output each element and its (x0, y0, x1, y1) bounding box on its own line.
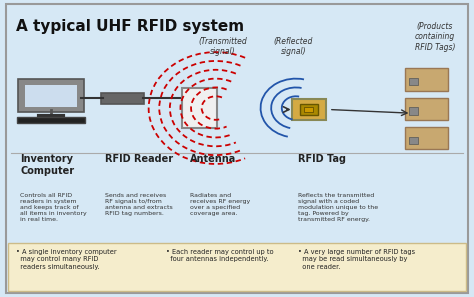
Text: Sends and receives
RF signals to/from
antenna and extracts
RFID tag numbers.: Sends and receives RF signals to/from an… (105, 193, 173, 216)
Text: Antenna: Antenna (190, 154, 236, 164)
FancyBboxPatch shape (101, 93, 144, 104)
FancyBboxPatch shape (18, 79, 84, 112)
FancyBboxPatch shape (300, 104, 318, 115)
Text: A typical UHF RFID system: A typical UHF RFID system (16, 19, 244, 34)
FancyBboxPatch shape (25, 85, 77, 107)
Text: Radiates and
receives RF energy
over a specified
coverage area.: Radiates and receives RF energy over a s… (190, 193, 250, 216)
Text: Inventory
Computer: Inventory Computer (20, 154, 74, 176)
FancyBboxPatch shape (9, 243, 465, 291)
Text: (Transmitted
signal): (Transmitted signal) (199, 37, 247, 56)
Text: RFID Reader: RFID Reader (105, 154, 173, 164)
FancyBboxPatch shape (409, 107, 419, 115)
Text: RFID Tag: RFID Tag (298, 154, 346, 164)
Text: • Each reader may control up to
  four antennas independently.: • Each reader may control up to four ant… (166, 249, 274, 262)
FancyBboxPatch shape (409, 78, 419, 85)
Text: (Reflected
signal): (Reflected signal) (274, 37, 313, 56)
FancyBboxPatch shape (304, 107, 313, 112)
Text: (Products
containing
RFID Tags): (Products containing RFID Tags) (415, 22, 455, 52)
Text: • A very large number of RFID tags
  may be read simultaneously by
  one reader.: • A very large number of RFID tags may b… (298, 249, 415, 270)
Text: • A single inventory computer
  may control many RFID
  readers simultaneously.: • A single inventory computer may contro… (16, 249, 116, 270)
FancyBboxPatch shape (17, 117, 85, 123)
FancyBboxPatch shape (405, 68, 448, 91)
FancyBboxPatch shape (182, 88, 217, 129)
FancyBboxPatch shape (405, 127, 448, 149)
FancyBboxPatch shape (405, 98, 448, 120)
FancyBboxPatch shape (409, 137, 419, 144)
Text: Reflects the transmitted
signal with a coded
modulation unique to the
tag. Power: Reflects the transmitted signal with a c… (298, 193, 378, 222)
FancyBboxPatch shape (6, 4, 468, 293)
Text: Controls all RFID
readers in system
and keeps track of
all items in inventory
in: Controls all RFID readers in system and … (20, 193, 87, 222)
FancyBboxPatch shape (292, 99, 326, 120)
